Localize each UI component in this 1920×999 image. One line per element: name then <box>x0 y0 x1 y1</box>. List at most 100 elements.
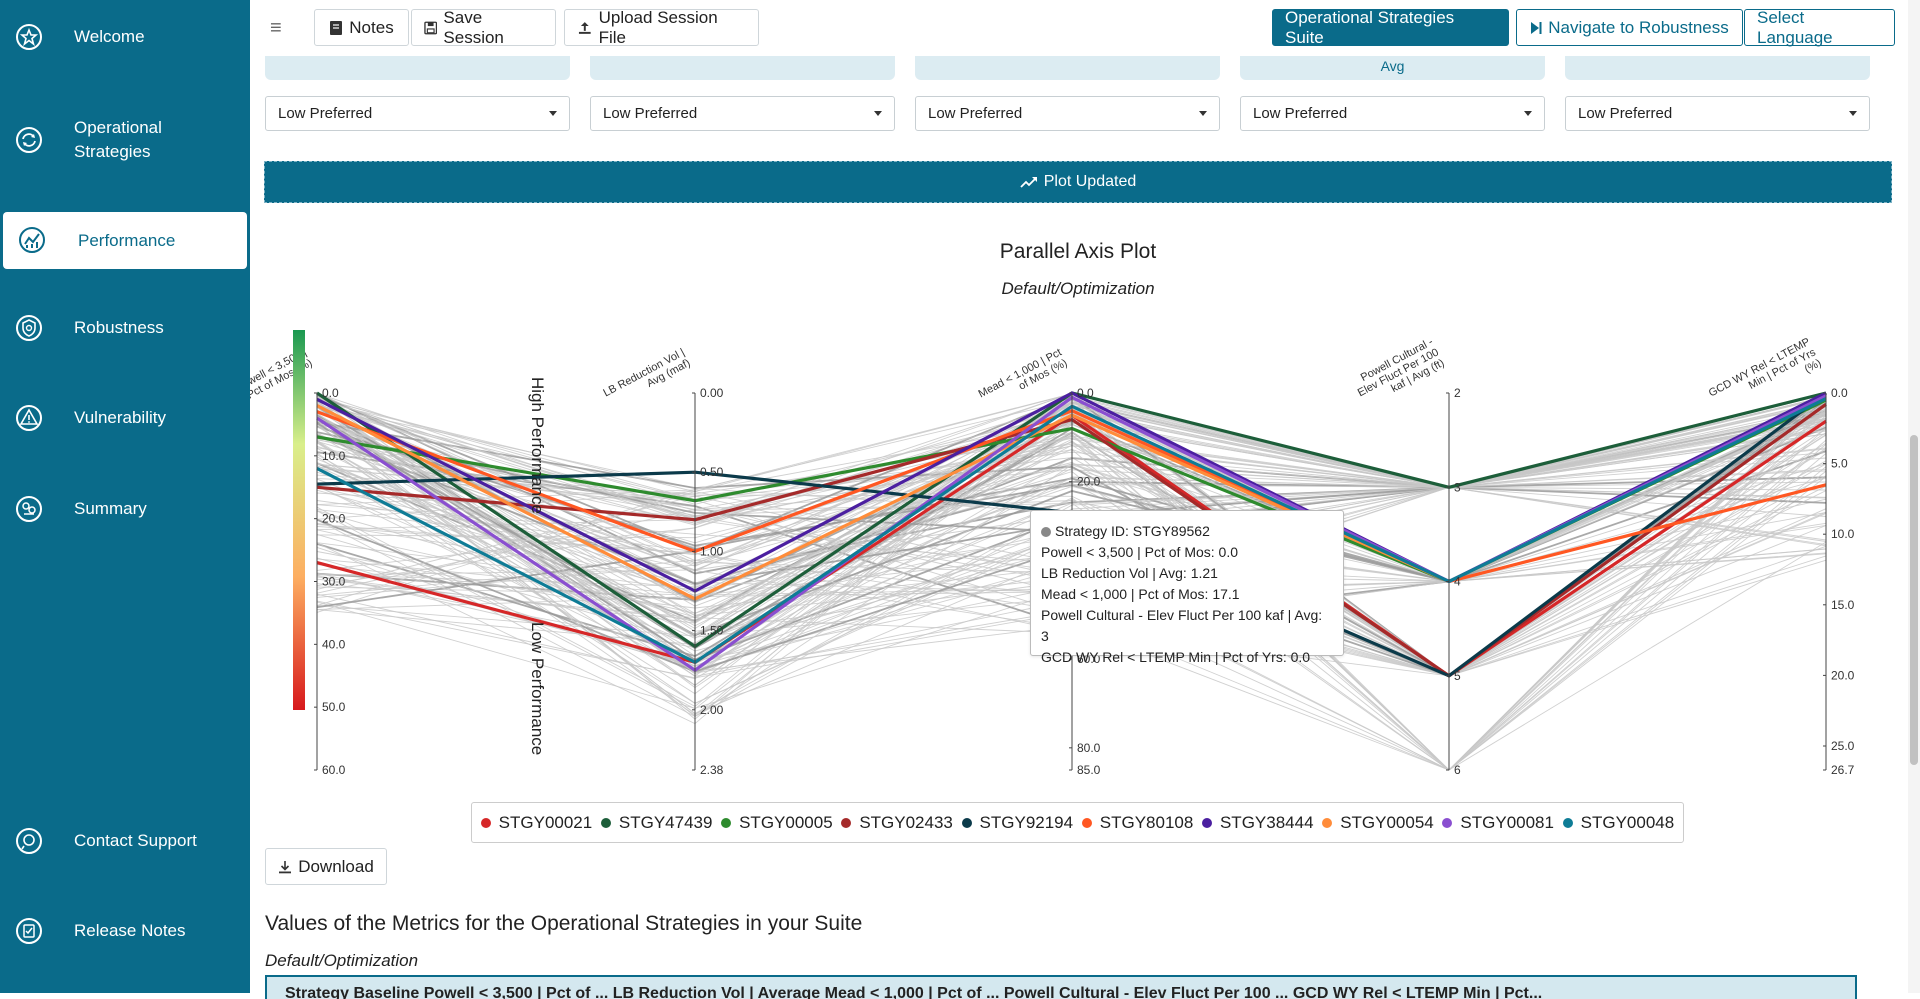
preference-select-1[interactable]: Low Preferred <box>265 96 570 131</box>
notes-button[interactable]: Notes <box>314 9 409 46</box>
upload-session-button[interactable]: Upload Session File <box>564 7 759 47</box>
axis-tick-label: 20.0 <box>1831 668 1855 682</box>
axis-tick-label: 2 <box>1454 386 1461 400</box>
axis-tick-label: 5.0 <box>1831 457 1848 471</box>
save-session-button[interactable]: Save Session <box>411 7 556 47</box>
legend-label: STGY00021 <box>498 812 593 832</box>
legend-dot-icon <box>721 817 732 828</box>
chevron-down-icon <box>1849 111 1857 116</box>
download-icon <box>279 860 292 873</box>
axis-tick-label: 10.0 <box>1831 527 1855 541</box>
save-icon <box>424 21 438 34</box>
sidebar-item-vulnerability[interactable]: Vulnerability <box>0 403 250 433</box>
sidebar-item-label: Performance <box>78 230 176 250</box>
axis-tick-label: 3 <box>1454 480 1461 494</box>
axis-tick-label: 40.0 <box>322 637 346 651</box>
notebook-icon <box>330 20 343 35</box>
star-icon <box>16 24 42 50</box>
axis-tick-label: 0.0 <box>1077 386 1094 400</box>
legend-item[interactable]: STGY38444 <box>1201 812 1314 833</box>
sidebar-item-label: Operational Strategies <box>74 118 162 161</box>
axis-tick-label: 0.00 <box>700 386 724 400</box>
sidebar-item-contact-support[interactable]: Contact Support <box>0 826 250 856</box>
preference-select-2[interactable]: Low Preferred <box>590 96 895 131</box>
shield-icon <box>16 315 42 341</box>
legend-item[interactable]: STGY00021 <box>480 812 593 833</box>
legend-item[interactable]: STGY00005 <box>721 813 833 833</box>
axis-tick-label: 60.0 <box>322 763 346 777</box>
metric-card-4: Avg <box>1240 56 1545 80</box>
notes-label: Notes <box>349 17 394 37</box>
legend-item[interactable]: STGY02433 <box>841 813 953 833</box>
select-value: Low Preferred <box>1253 105 1348 122</box>
scrollbar-thumb[interactable] <box>1910 435 1918 765</box>
legend-item[interactable]: STGY00048 <box>1562 812 1675 833</box>
colorbar-high-label: High Performance <box>528 377 547 514</box>
legend-item[interactable]: STGY00054 <box>1322 813 1434 833</box>
legend-dot-icon <box>600 817 611 828</box>
axis-tick-label: 10.0 <box>322 449 346 463</box>
metric-card-3 <box>915 56 1220 80</box>
sidebar-item-label: Release Notes <box>74 921 186 940</box>
tooltip-line: Mead < 1,000 | Pct of Mos: 17.1 <box>1041 586 1240 602</box>
sidebar-item-release-notes[interactable]: Release Notes <box>0 916 250 946</box>
upload-session-label: Upload Session File <box>598 7 718 47</box>
legend-dot-icon <box>480 817 491 828</box>
preference-select-5[interactable]: Low Preferred <box>1565 96 1870 131</box>
sidebar: Welcome Operational Strategies Performan… <box>0 0 250 993</box>
select-value: Low Preferred <box>1578 105 1673 122</box>
preference-select-4[interactable]: Low Preferred <box>1240 96 1545 131</box>
sidebar-item-label: Vulnerability <box>74 408 166 427</box>
legend-item[interactable]: STGY00081 <box>1442 813 1554 833</box>
save-session-label: Save Session <box>443 7 504 47</box>
legend-label: STGY80108 <box>1099 812 1194 832</box>
legend-label: STGY00048 <box>1580 812 1675 832</box>
legend-label: STGY00054 <box>1340 812 1434 832</box>
strategy-tooltip: Strategy ID: STGY89562 Powell < 3,500 | … <box>1030 510 1344 665</box>
legend-label: STGY00005 <box>739 812 833 832</box>
step-forward-icon <box>1531 21 1542 34</box>
suite-label: Operational Strategies Suite <box>1285 7 1455 47</box>
download-button[interactable]: Download <box>265 848 387 885</box>
axis-tick-label: 4 <box>1454 575 1461 589</box>
warning-icon <box>16 405 42 431</box>
axis-tick-label: 25.0 <box>1831 739 1855 753</box>
chevron-down-icon <box>1199 111 1207 116</box>
legend-item[interactable]: STGY47439 <box>600 812 713 833</box>
axis-tick-label: 1.00 <box>700 544 724 558</box>
legend-dot-icon <box>841 817 852 828</box>
sidebar-item-summary[interactable]: Summary <box>0 494 250 524</box>
values-table-header: Strategy Baseline Powell < 3,500 | Pct o… <box>265 975 1857 999</box>
axis-tick-label: 0.50 <box>700 465 724 479</box>
metric-card-5 <box>1565 56 1870 80</box>
legend-item[interactable]: STGY92194 <box>961 813 1073 833</box>
legend-dot-icon <box>961 817 972 828</box>
preference-select-3[interactable]: Low Preferred <box>915 96 1220 131</box>
legend-dot-icon <box>1201 817 1212 828</box>
chart-subtitle: Default/Optimization <box>1001 279 1155 298</box>
legend-item[interactable]: STGY80108 <box>1081 812 1194 833</box>
plot-updated-label: Plot Updated <box>1043 173 1137 190</box>
navigate-to-robustness-button[interactable]: Navigate to Robustness <box>1516 9 1743 46</box>
legend-label: STGY47439 <box>618 812 713 832</box>
tooltip-line: LB Reduction Vol | Avg: 1.21 <box>1041 565 1218 581</box>
select-language-button[interactable]: Select Language <box>1744 8 1895 47</box>
legend-dot-icon <box>1562 817 1573 828</box>
operational-strategies-suite-button[interactable]: Operational Strategies Suite <box>1272 7 1509 47</box>
sidebar-item-operational-strategies[interactable]: Operational Strategies <box>0 115 250 165</box>
legend-dot-icon <box>1442 817 1453 828</box>
menu-toggle-icon[interactable]: ≡ <box>270 17 282 39</box>
plot-updated-button[interactable]: Plot Updated <box>264 161 1892 203</box>
axis-tick-label: 26.7 <box>1831 763 1855 777</box>
gauge-icon <box>19 227 45 253</box>
sidebar-item-performance[interactable]: Performance <box>3 212 247 269</box>
legend-label: STGY38444 <box>1219 812 1314 832</box>
axis-tick-label: 6 <box>1454 763 1461 777</box>
support-icon <box>16 828 42 854</box>
sidebar-item-robustness[interactable]: Robustness <box>0 313 250 343</box>
axis-tick-label: 85.0 <box>1077 763 1101 777</box>
sidebar-item-label: Summary <box>74 499 147 518</box>
sidebar-item-welcome[interactable]: Welcome <box>0 18 250 56</box>
upload-icon <box>578 21 591 34</box>
